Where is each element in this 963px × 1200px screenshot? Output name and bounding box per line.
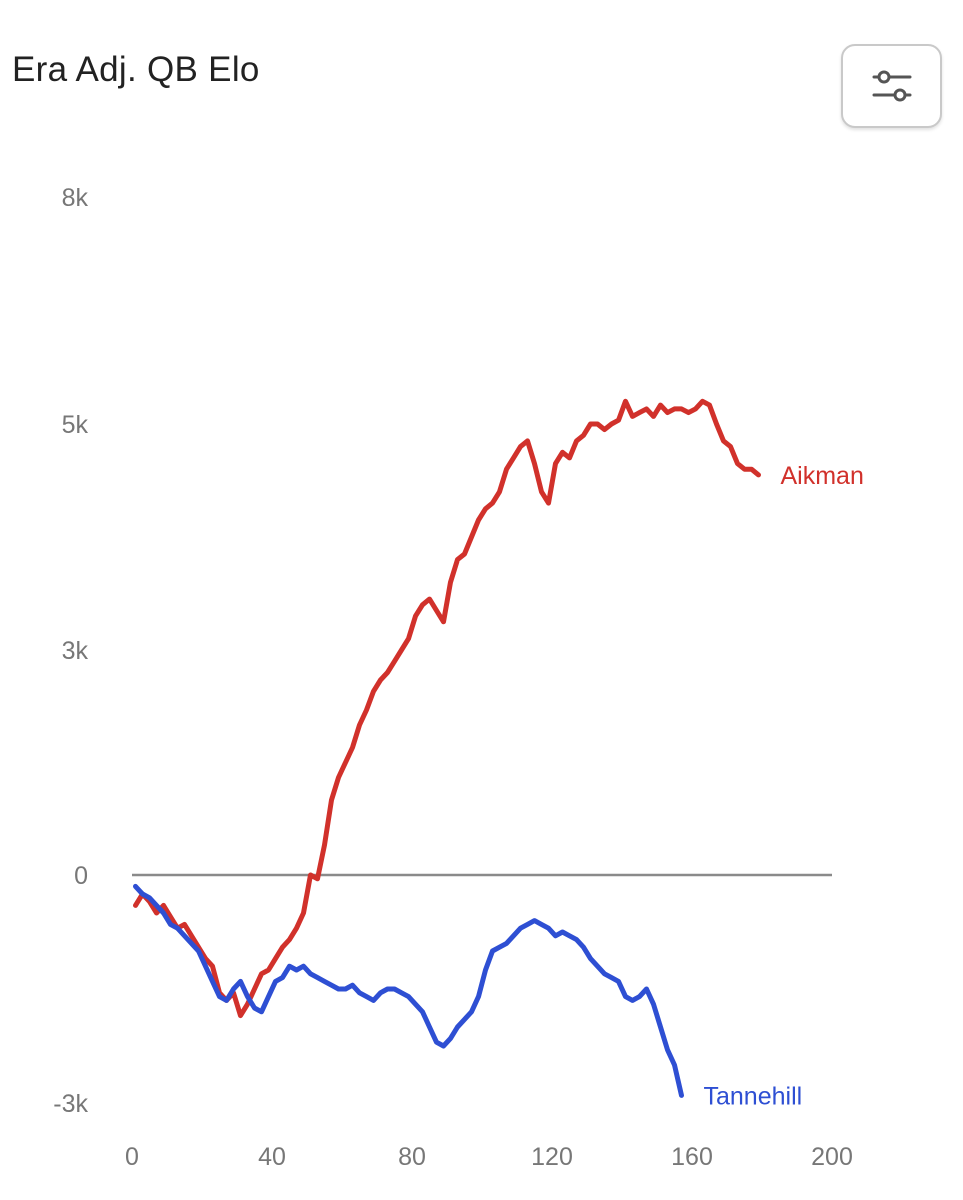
y-tick-label: 5k <box>62 411 89 439</box>
y-tick-label: 0 <box>74 862 88 890</box>
page-title: Era Adj. QB Elo <box>12 50 260 89</box>
x-tick-label: 40 <box>258 1143 286 1171</box>
y-tick-label: -3k <box>53 1090 88 1118</box>
sliders-icon <box>872 70 911 102</box>
series-labels: Aikman Tannehill <box>704 462 864 1111</box>
series-label-aikman: Aikman <box>781 462 864 490</box>
x-axis: 0 40 80 120 160 200 <box>125 1143 853 1171</box>
series-line-tannehill <box>133 883 684 1098</box>
y-tick-label: 8k <box>62 184 89 212</box>
series-label-tannehill: Tannehill <box>704 1082 803 1110</box>
series-lines <box>133 398 761 1098</box>
series-line-aikman <box>133 398 761 1019</box>
y-axis: -3k 0 3k 5k 8k <box>53 184 88 1118</box>
x-tick-label: 160 <box>671 1143 713 1171</box>
x-tick-label: 80 <box>398 1143 426 1171</box>
y-tick-label: 3k <box>62 637 89 665</box>
x-tick-label: 120 <box>531 1143 573 1171</box>
x-tick-label: 200 <box>811 1143 853 1171</box>
filter-button[interactable] <box>841 44 942 128</box>
x-tick-label: 0 <box>125 1143 139 1171</box>
